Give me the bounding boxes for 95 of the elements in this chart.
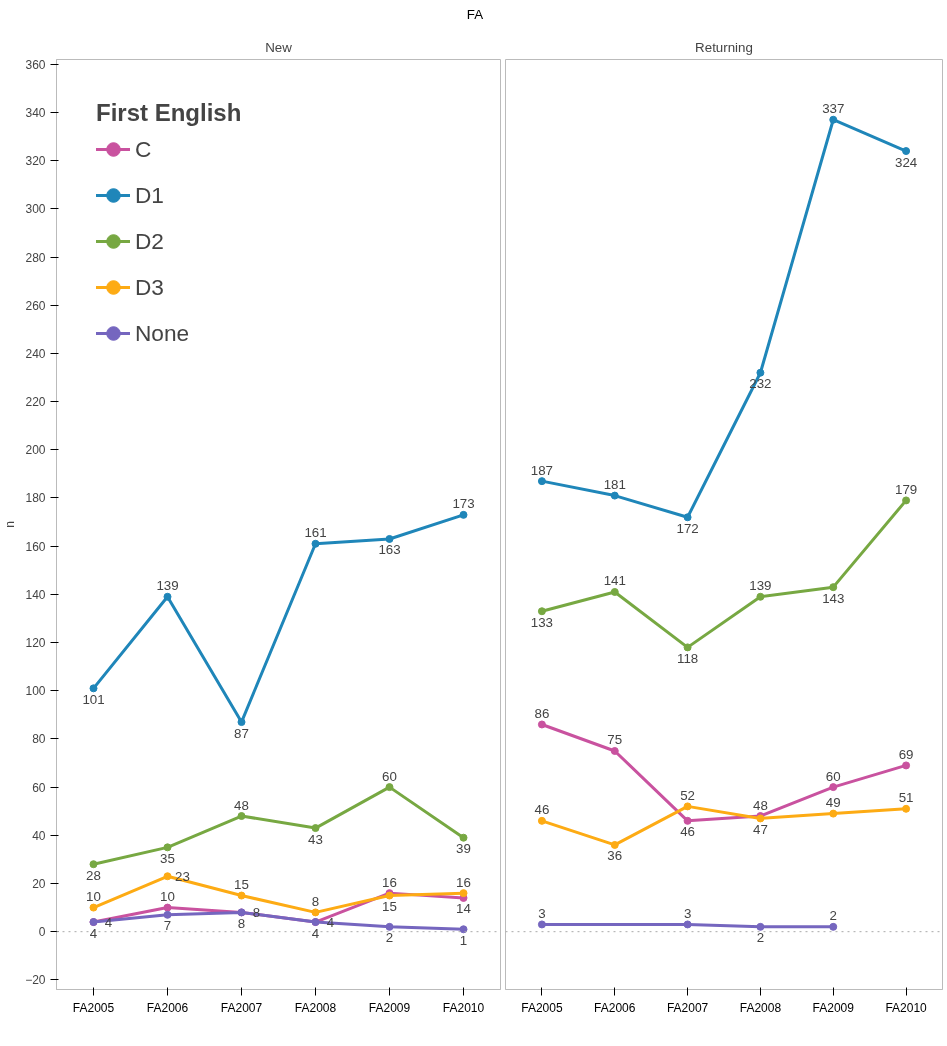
y-tick-label: 80 — [32, 732, 46, 747]
data-label: 172 — [676, 520, 699, 536]
x-tick-label: FA2007 — [220, 1000, 263, 1015]
data-label: 2 — [756, 930, 765, 946]
data-label: 60 — [382, 768, 397, 784]
data-label: 2 — [385, 930, 394, 946]
legend-label: D1 — [135, 180, 164, 210]
data-label: 337 — [822, 101, 845, 117]
x-tick-label: FA2008 — [294, 1000, 337, 1015]
data-label: 187 — [530, 462, 554, 478]
y-tick-label: 220 — [25, 395, 46, 410]
data-label: 16 — [382, 874, 397, 890]
chart-subtitle: Returning — [695, 39, 753, 55]
data-label: 3 — [538, 905, 546, 921]
data-label: 69 — [898, 746, 914, 762]
chart-subtitle: New — [265, 39, 293, 55]
x-tick-label: FA2006 — [146, 1000, 189, 1015]
legend-label: D3 — [135, 272, 164, 302]
y-tick-label: 300 — [25, 202, 46, 217]
x-tick-label: FA2010 — [885, 1000, 928, 1015]
y-tick-label: 40 — [32, 828, 46, 843]
data-label: 28 — [86, 867, 101, 883]
y-tick-label: 340 — [25, 106, 46, 121]
data-label: 15 — [234, 877, 249, 893]
y-tick-label: 240 — [25, 346, 46, 361]
data-label: 48 — [753, 797, 768, 813]
data-label: 46 — [680, 824, 695, 840]
data-label: 163 — [378, 542, 401, 558]
x-tick-label: FA2007 — [666, 1000, 709, 1015]
data-label: 139 — [749, 578, 772, 594]
data-label: 10 — [86, 889, 101, 905]
y-tick-label: 60 — [32, 780, 46, 795]
y-tick-label: 280 — [25, 250, 46, 265]
data-label: 35 — [160, 850, 175, 866]
data-label: 87 — [234, 725, 249, 741]
data-label: 161 — [304, 525, 327, 541]
data-label: 49 — [825, 795, 841, 811]
data-label: 10 — [160, 889, 175, 905]
data-label: 52 — [680, 787, 695, 803]
y-tick-label: 20 — [32, 876, 46, 891]
y-tick-label: 320 — [25, 154, 46, 169]
x-tick-label: FA2009 — [368, 1000, 411, 1015]
y-tick-label: 180 — [25, 491, 46, 506]
x-tick-label: FA2005 — [72, 1000, 115, 1015]
data-label: 181 — [603, 477, 626, 493]
y-tick-label: 0 — [38, 925, 46, 940]
data-label: 8 — [311, 893, 320, 909]
data-label: 324 — [894, 154, 918, 170]
y-tick-label: 360 — [25, 57, 46, 72]
data-label: 133 — [530, 614, 554, 630]
data-label: 101 — [82, 691, 105, 707]
x-tick-label: FA2006 — [594, 1000, 636, 1015]
y-tick-label: −20 — [25, 973, 46, 988]
x-tick-label: FA2008 — [739, 1000, 782, 1015]
y-tick-label: 160 — [25, 539, 46, 554]
data-label: 1 — [459, 932, 468, 948]
data-label: 43 — [308, 831, 323, 847]
y-tick-label: 140 — [25, 587, 46, 602]
y-axis-title: n — [3, 521, 18, 528]
data-label: 14 — [456, 901, 472, 917]
data-label: 141 — [603, 573, 626, 589]
data-label: 75 — [607, 732, 623, 748]
chart-title: FA — [466, 6, 484, 24]
legend-label: C — [135, 134, 153, 164]
y-tick-label: 260 — [25, 298, 46, 313]
x-tick-label: FA2009 — [812, 1000, 855, 1015]
data-label: 15 — [382, 899, 397, 915]
y-tick-label: 120 — [25, 636, 46, 651]
data-label: 3 — [683, 905, 692, 921]
data-label: 179 — [894, 481, 918, 497]
data-label: 8 — [237, 915, 246, 931]
data-label: 2 — [829, 908, 837, 924]
data-label: 7 — [163, 918, 172, 934]
data-label: 173 — [452, 496, 475, 512]
data-label: 47 — [753, 821, 768, 837]
x-tick-label: FA2005 — [521, 1000, 563, 1015]
y-tick-label: 100 — [25, 684, 46, 699]
x-tick-label: FA2010 — [442, 1000, 485, 1015]
legend-label: None — [135, 318, 190, 348]
data-label: 16 — [456, 874, 471, 890]
y-tick-label: 200 — [25, 443, 46, 458]
data-label: 46 — [534, 802, 550, 818]
data-label: 118 — [676, 650, 699, 666]
data-label: 60 — [825, 768, 841, 784]
data-label: 36 — [607, 848, 623, 864]
data-label: 48 — [234, 797, 249, 813]
legend-title: First English — [96, 99, 242, 127]
data-label: 39 — [456, 841, 471, 857]
data-label: 4 — [89, 925, 98, 941]
data-label: 139 — [156, 578, 179, 594]
data-label: 143 — [822, 590, 845, 606]
data-label: 4 — [311, 925, 320, 941]
data-label: 51 — [898, 790, 914, 806]
data-label: 86 — [534, 705, 550, 721]
legend-label: D2 — [135, 226, 164, 256]
